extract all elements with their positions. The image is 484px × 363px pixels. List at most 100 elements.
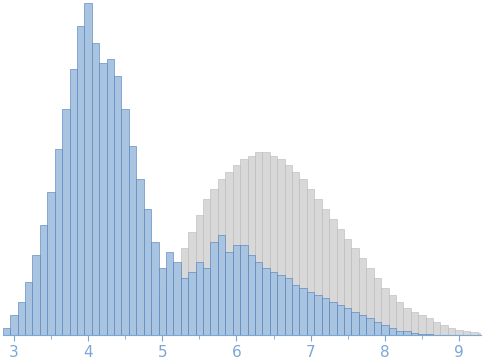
Bar xyxy=(425,318,433,335)
Bar xyxy=(307,291,314,335)
Bar xyxy=(226,252,233,335)
Bar xyxy=(255,262,262,335)
Bar xyxy=(129,146,136,335)
Bar xyxy=(314,199,322,335)
Bar xyxy=(440,325,448,335)
Bar xyxy=(463,331,470,335)
Bar xyxy=(255,152,262,335)
Bar xyxy=(478,333,484,335)
Bar xyxy=(411,311,418,335)
Bar xyxy=(403,308,411,335)
Bar xyxy=(300,288,307,335)
Bar xyxy=(159,298,166,335)
Bar xyxy=(314,295,322,335)
Bar xyxy=(418,334,425,335)
Bar xyxy=(173,262,181,335)
Bar xyxy=(470,332,478,335)
Bar xyxy=(10,315,17,335)
Bar xyxy=(351,311,359,335)
Bar xyxy=(173,268,181,335)
Bar xyxy=(181,249,188,335)
Bar xyxy=(448,328,455,335)
Bar xyxy=(329,219,336,335)
Bar xyxy=(40,225,47,335)
Bar xyxy=(366,318,374,335)
Bar xyxy=(70,69,77,335)
Bar xyxy=(344,308,351,335)
Bar xyxy=(129,331,136,335)
Bar xyxy=(62,109,70,335)
Bar xyxy=(17,302,25,335)
Bar xyxy=(262,152,270,335)
Bar xyxy=(196,262,203,335)
Bar xyxy=(418,315,425,335)
Bar xyxy=(106,59,114,335)
Bar xyxy=(188,232,196,335)
Bar xyxy=(196,215,203,335)
Bar xyxy=(166,252,173,335)
Bar xyxy=(455,330,463,335)
Bar xyxy=(114,76,121,335)
Bar xyxy=(277,159,285,335)
Bar xyxy=(32,255,40,335)
Bar xyxy=(389,328,396,335)
Bar xyxy=(329,302,336,335)
Bar xyxy=(226,172,233,335)
Bar xyxy=(359,258,366,335)
Bar xyxy=(336,305,344,335)
Bar xyxy=(344,238,351,335)
Bar xyxy=(262,268,270,335)
Bar xyxy=(99,62,106,335)
Bar xyxy=(3,328,10,335)
Bar xyxy=(396,331,403,335)
Bar xyxy=(240,159,247,335)
Bar xyxy=(77,26,84,335)
Bar xyxy=(300,179,307,335)
Bar xyxy=(247,255,255,335)
Bar xyxy=(151,242,159,335)
Bar xyxy=(136,179,144,335)
Bar xyxy=(203,268,211,335)
Bar xyxy=(366,268,374,335)
Bar xyxy=(144,322,151,335)
Bar xyxy=(181,278,188,335)
Bar xyxy=(159,268,166,335)
Bar xyxy=(322,298,329,335)
Bar xyxy=(136,328,144,335)
Bar xyxy=(270,272,277,335)
Bar xyxy=(55,149,62,335)
Bar xyxy=(381,288,389,335)
Bar xyxy=(374,322,381,335)
Bar xyxy=(233,245,240,335)
Bar xyxy=(292,172,300,335)
Bar xyxy=(121,109,129,335)
Bar xyxy=(247,155,255,335)
Bar xyxy=(25,282,32,335)
Bar xyxy=(144,209,151,335)
Bar xyxy=(166,285,173,335)
Bar xyxy=(433,322,440,335)
Bar xyxy=(211,189,218,335)
Bar xyxy=(285,166,292,335)
Bar xyxy=(307,189,314,335)
Bar xyxy=(411,333,418,335)
Bar xyxy=(270,155,277,335)
Bar xyxy=(396,302,403,335)
Bar xyxy=(381,325,389,335)
Bar xyxy=(233,166,240,335)
Bar xyxy=(277,275,285,335)
Bar xyxy=(47,192,55,335)
Bar xyxy=(218,235,226,335)
Bar xyxy=(322,209,329,335)
Bar xyxy=(292,285,300,335)
Bar xyxy=(336,229,344,335)
Bar xyxy=(92,42,99,335)
Bar xyxy=(240,245,247,335)
Bar xyxy=(211,242,218,335)
Bar xyxy=(203,199,211,335)
Bar xyxy=(285,278,292,335)
Bar xyxy=(218,179,226,335)
Bar xyxy=(84,3,92,335)
Bar xyxy=(351,249,359,335)
Bar xyxy=(151,311,159,335)
